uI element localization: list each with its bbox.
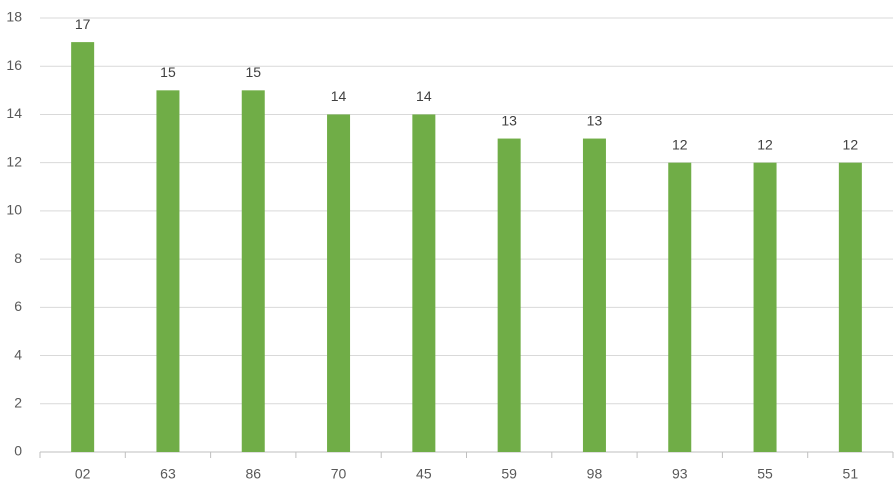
x-tick-label: 59 [501,466,517,482]
x-tick-label: 98 [587,466,603,482]
y-tick-label: 18 [6,9,22,25]
data-label: 13 [587,112,603,128]
y-tick-label: 10 [6,202,22,218]
x-tick-label: 45 [416,466,432,482]
bar [582,138,606,453]
x-tick-label: 63 [160,466,176,482]
y-tick-label: 4 [14,346,22,362]
y-tick-label: 16 [6,57,22,73]
data-label: 15 [245,64,261,80]
bar [838,162,862,452]
data-label: 14 [416,88,432,104]
bar [412,114,436,452]
data-label: 13 [501,112,517,128]
x-tick-label: 55 [757,466,773,482]
y-tick-label: 8 [14,250,22,266]
x-tick-label: 02 [75,466,91,482]
data-label: 17 [75,16,91,32]
x-tick-label: 86 [245,466,261,482]
x-tick-label: 93 [672,466,688,482]
data-label: 15 [160,64,176,80]
y-tick-label: 2 [14,394,22,410]
bar [156,90,180,452]
y-tick-label: 0 [14,443,22,459]
y-tick-label: 6 [14,298,22,314]
bar [71,42,95,452]
data-label: 14 [331,88,347,104]
data-label: 12 [843,136,859,152]
data-label: 12 [672,136,688,152]
y-tick-label: 14 [6,105,22,121]
data-label: 12 [757,136,773,152]
y-tick-label: 12 [6,153,22,169]
x-tick-label: 70 [331,466,347,482]
bar [241,90,265,452]
bar [497,138,521,453]
bar [753,162,777,452]
x-tick-label: 51 [843,466,859,482]
bar [327,114,351,452]
bar [668,162,692,452]
